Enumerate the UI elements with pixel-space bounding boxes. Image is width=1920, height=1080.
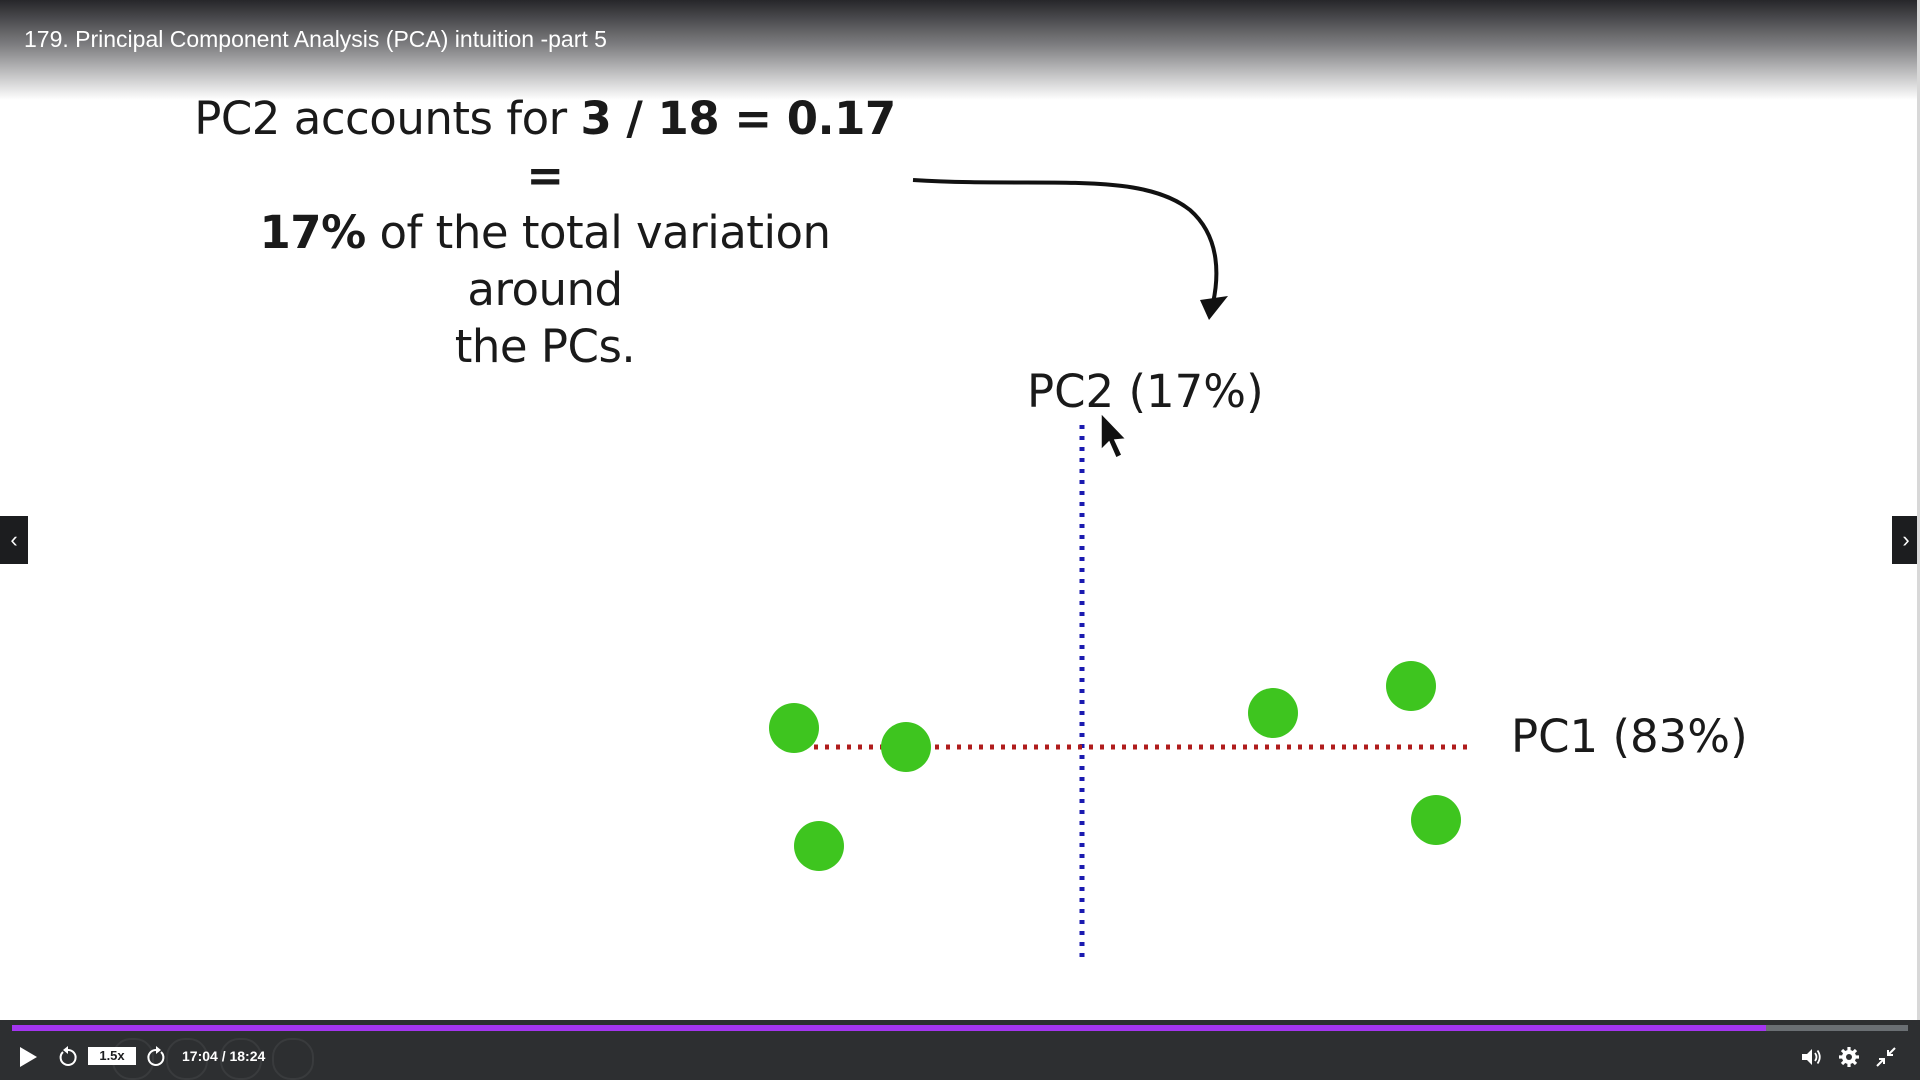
volume-button[interactable]: [1797, 1044, 1827, 1070]
pc1-label: PC1 (83%): [1511, 710, 1748, 763]
previous-lecture-button[interactable]: ‹: [0, 516, 28, 564]
notes-button-ghost: [166, 1038, 208, 1080]
volume-icon: [1802, 1049, 1821, 1065]
play-button[interactable]: [10, 1044, 46, 1070]
data-point: [1386, 661, 1436, 711]
exit-fullscreen-icon: [1876, 1047, 1896, 1067]
pca-diagram: [769, 178, 1470, 960]
data-point: [769, 703, 819, 753]
progress-fill: [12, 1025, 1766, 1031]
next-lecture-button[interactable]: ›: [1892, 516, 1920, 564]
caption-line2-suffix: of the total variation around: [365, 206, 831, 316]
rewind-button[interactable]: [52, 1044, 82, 1070]
data-point: [794, 821, 844, 871]
chevron-right-icon: ›: [1902, 527, 1910, 552]
lecture-slide: PC2 accounts for 3 / 18 = 0.17 = 17% of …: [180, 90, 1748, 960]
gear-icon: [1839, 1047, 1859, 1067]
bookmark-button-ghost: [112, 1038, 154, 1080]
caption-arrow: [912, 178, 1219, 304]
slide-caption: PC2 accounts for 3 / 18 = 0.17 = 17% of …: [180, 90, 910, 375]
data-point: [881, 722, 931, 772]
pc2-label: PC2 (17%): [1027, 365, 1264, 418]
play-icon: [20, 1047, 37, 1067]
caption-line1-bold: 3 / 18 = 0.17 =: [526, 92, 896, 202]
caption-line1-prefix: PC2 accounts for: [194, 92, 581, 145]
progress-bar[interactable]: [12, 1025, 1908, 1031]
video-title: 179. Principal Component Analysis (PCA) …: [24, 26, 607, 52]
caption-line3: the PCs.: [454, 320, 636, 373]
scrollbar[interactable]: [1917, 0, 1920, 1080]
mouse-cursor-icon: [1100, 411, 1128, 460]
transcript-button-ghost: [220, 1038, 262, 1080]
chevron-left-icon: ‹: [10, 527, 18, 552]
exit-fullscreen-button[interactable]: [1871, 1044, 1901, 1070]
captions-button-ghost: [272, 1038, 314, 1080]
rewind-icon: [59, 1046, 77, 1066]
caption-arrow-head: [1200, 296, 1228, 320]
title-bar: 179. Principal Component Analysis (PCA) …: [0, 0, 1920, 100]
data-point: [1248, 688, 1298, 738]
caption-line2-bold: 17%: [259, 206, 366, 259]
settings-button[interactable]: [1834, 1044, 1864, 1070]
data-point: [1411, 795, 1461, 845]
